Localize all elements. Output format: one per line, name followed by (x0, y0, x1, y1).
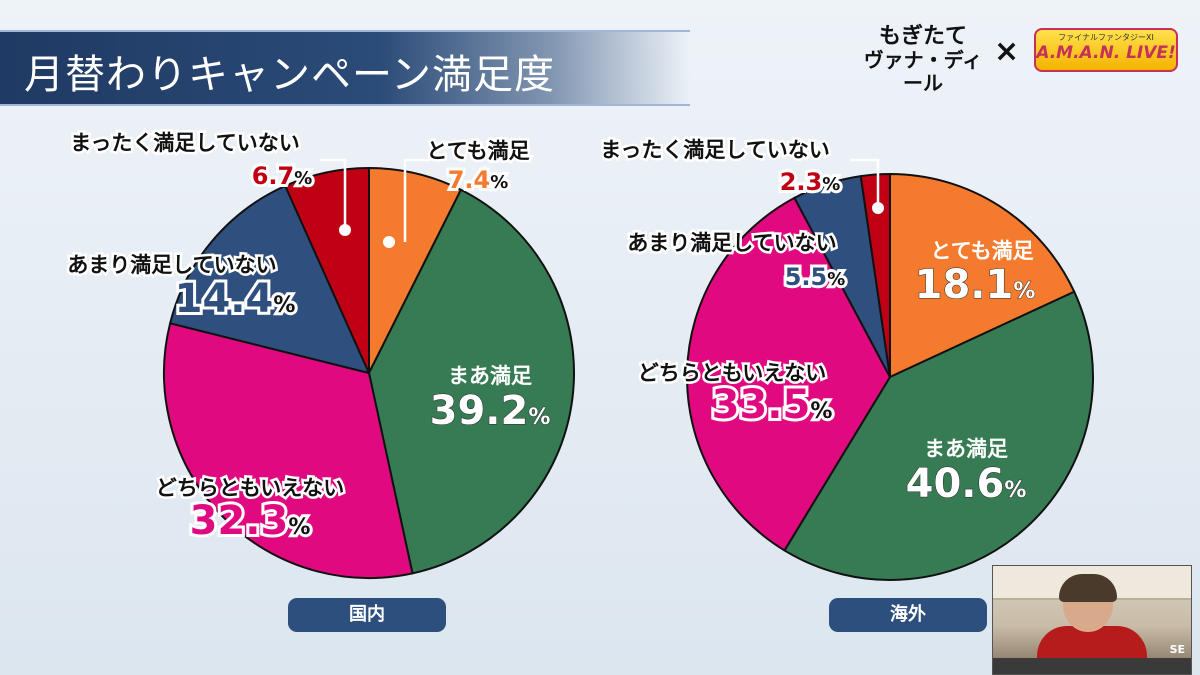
slice-value-percent: % (490, 172, 508, 193)
slice-value-percent: % (273, 293, 295, 318)
slice-value-number: 32.3 (190, 498, 289, 544)
slice-value-label: 6.7% (252, 162, 313, 190)
slice-name-label: あまり満足していない (67, 253, 276, 277)
slice-name-label: どちらともいえない (156, 476, 345, 500)
slice-value-number: 7.4 (448, 166, 491, 194)
webcam-person-hair (1059, 574, 1117, 602)
show-logo-line2: ヴァナ・ディール (863, 48, 983, 96)
pie-slice-dissatisfied (169, 184, 370, 374)
slice-value-percent: % (827, 269, 845, 290)
aman-logo-big-text: A.M.A.N. LIVE! (1036, 43, 1176, 63)
slice-value-label: 5.5% (785, 263, 846, 291)
pie-slice-very_satisfied (889, 173, 1076, 378)
slice-value-label: 18.1% (915, 262, 1036, 308)
leader-line-very_satisfied (403, 158, 430, 242)
slice-value-label: 40.6% (906, 461, 1027, 507)
slice-value-number: 40.6 (906, 461, 1005, 507)
slice-value-number: 2.3 (780, 168, 823, 196)
slice-value-number: 18.1 (915, 262, 1014, 308)
leader-line-very_dissatisfied (850, 158, 880, 205)
slice-value-percent: % (1004, 478, 1026, 503)
pie-slice-very_dissatisfied (859, 173, 891, 378)
aman-logo-small-text: ファイナルファンタジーXI (1058, 33, 1154, 42)
slice-value-percent: % (288, 515, 310, 540)
slice-value-percent: % (822, 174, 840, 195)
aman-live-logo: ファイナルファンタジーXI A.M.A.N. LIVE! (1034, 28, 1178, 72)
slice-value-number: 6.7 (252, 162, 295, 190)
slice-name-label: とても満足 (426, 139, 529, 163)
slice-value-number: 14.4 (175, 276, 274, 322)
leader-dot-very_dissatisfied (339, 224, 351, 236)
pie-slice-satisfied (783, 290, 1094, 581)
slice-value-percent: % (294, 168, 312, 189)
leader-dot-very_satisfied (383, 236, 395, 248)
chart-label-overseas: 海外 (829, 598, 987, 632)
slice-name-label: まあ満足 (924, 437, 1008, 461)
pie-slice-neutral (163, 322, 414, 579)
slice-name-label: あまり満足していない (627, 231, 836, 255)
pie-slice-satisfied (368, 188, 575, 575)
slice-value-label: 2.3% (780, 168, 841, 196)
slice-name-label: まったく満足していない (70, 131, 300, 155)
chart-label-domestic: 国内 (288, 598, 446, 632)
webcam-overlay: SE (992, 565, 1192, 675)
pie-slice-neutral (686, 196, 891, 552)
slice-name-label: どちらともいえない (638, 361, 827, 385)
show-logo: もぎたて ヴァナ・ディール (858, 23, 988, 96)
webcam-watermark-icon: SE (1169, 643, 1185, 656)
webcam-desk (993, 658, 1191, 674)
slice-value-label: 39.2% (430, 388, 551, 434)
show-logo-line1: もぎたて (878, 23, 967, 49)
slice-value-percent: % (1013, 279, 1035, 304)
slice-value-label: 32.3% (190, 498, 311, 544)
slice-value-label: 14.4% (175, 276, 296, 322)
slice-value-number: 5.5 (785, 263, 828, 291)
slice-name-label: まったく満足していない (600, 138, 830, 162)
slice-value-number: 33.5 (712, 382, 811, 428)
logo-separator: × (994, 34, 1020, 69)
slice-value-label: 7.4% (448, 166, 509, 194)
slice-value-label: 33.5% (712, 382, 833, 428)
slice-name-label: とても満足 (930, 239, 1033, 263)
slice-value-percent: % (810, 399, 832, 424)
slice-name-label: まあ満足 (448, 364, 532, 388)
leader-line-very_dissatisfied (320, 158, 347, 228)
leader-dot-very_dissatisfied (872, 202, 884, 214)
slice-value-percent: % (528, 405, 550, 430)
slice-value-number: 39.2 (430, 388, 529, 434)
title-bar: 月替わりキャンペーン満足度 (0, 30, 690, 106)
pie-slice-very_dissatisfied (284, 167, 370, 374)
page-title: 月替わりキャンペーン満足度 (24, 52, 555, 98)
